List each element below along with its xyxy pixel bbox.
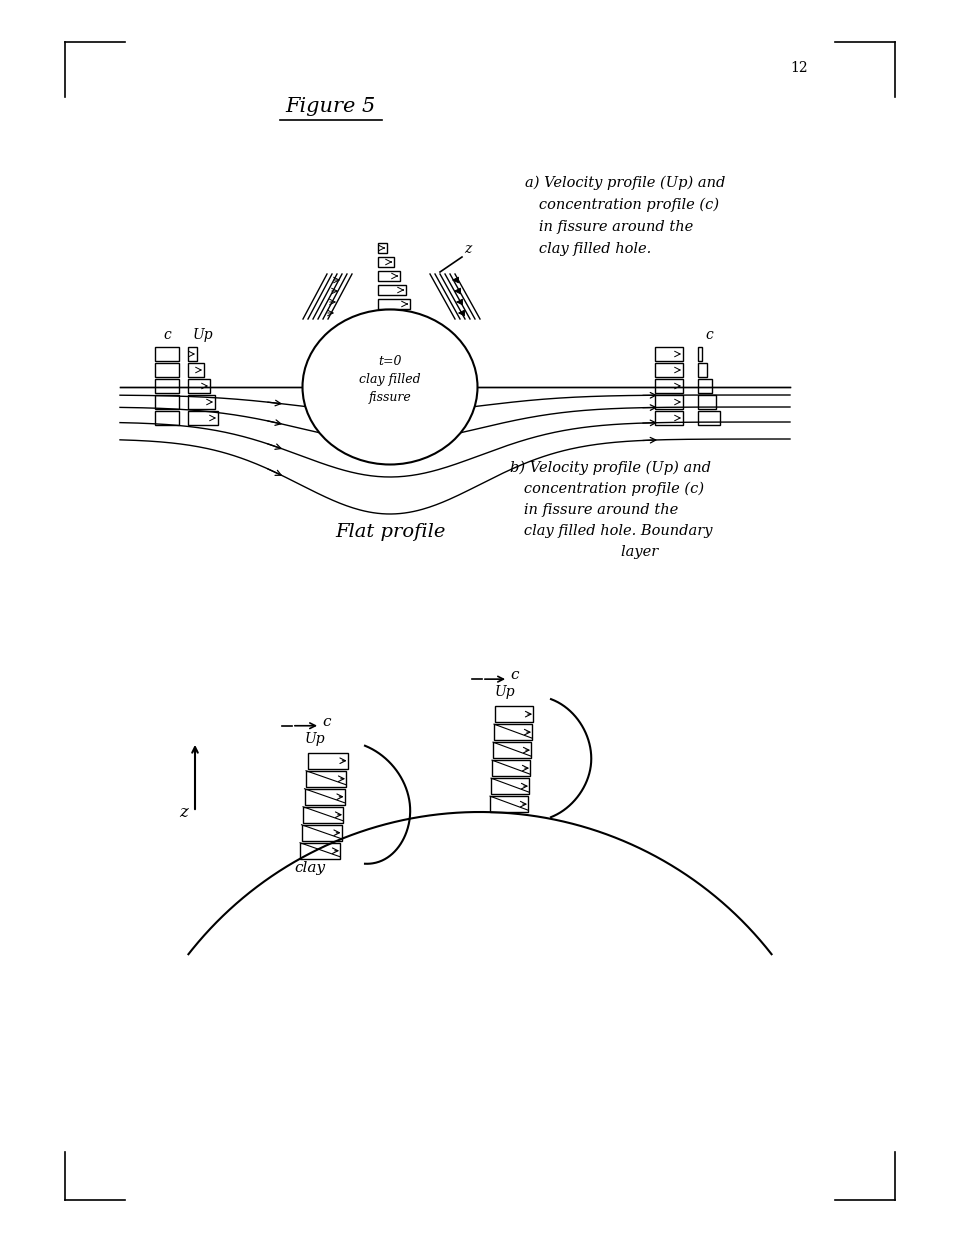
Bar [698, 411, 720, 425]
Bar [490, 796, 528, 812]
Bar [303, 807, 343, 822]
Bar [378, 284, 406, 296]
Text: c: c [510, 668, 518, 682]
Bar [494, 724, 532, 740]
Bar [304, 789, 345, 805]
Text: Flat profile: Flat profile [335, 523, 445, 542]
Bar [300, 843, 340, 858]
Bar [155, 363, 179, 378]
Bar [495, 707, 533, 722]
Text: c: c [706, 328, 713, 342]
Bar [306, 771, 346, 786]
Text: Up: Up [305, 732, 325, 745]
Bar [493, 743, 531, 758]
Text: 12: 12 [790, 61, 807, 75]
Bar [188, 379, 210, 392]
Bar [655, 379, 683, 392]
Bar [378, 257, 394, 267]
Bar [378, 271, 400, 281]
Text: Up: Up [495, 686, 516, 699]
Text: clay filled hole. Boundary: clay filled hole. Boundary [510, 524, 712, 538]
Bar [698, 363, 707, 378]
Text: z: z [180, 804, 188, 821]
Text: fissure: fissure [369, 391, 412, 404]
Bar [655, 347, 683, 361]
Bar [655, 395, 683, 409]
Bar [698, 347, 702, 361]
Bar [155, 411, 179, 425]
Bar [491, 779, 529, 794]
Bar [155, 347, 179, 361]
Bar [188, 411, 218, 425]
Text: clay filled hole.: clay filled hole. [525, 242, 651, 256]
Text: clay: clay [295, 861, 325, 876]
Bar [698, 379, 712, 392]
Text: concentration profile (c): concentration profile (c) [510, 482, 704, 496]
Bar [188, 347, 197, 361]
Bar [492, 760, 530, 776]
Bar [655, 363, 683, 378]
Text: in fissure around the: in fissure around the [525, 220, 693, 233]
Text: b) Velocity profile (Up) and: b) Velocity profile (Up) and [510, 461, 711, 474]
Bar [188, 395, 215, 409]
Bar [155, 395, 179, 409]
Text: Up: Up [193, 328, 213, 342]
Text: clay filled: clay filled [359, 373, 420, 386]
Text: in fissure around the: in fissure around the [510, 503, 679, 517]
Bar [378, 243, 387, 253]
Ellipse shape [302, 309, 477, 465]
Text: t=0: t=0 [378, 355, 401, 368]
Text: a) Velocity profile (Up) and: a) Velocity profile (Up) and [525, 175, 726, 190]
Bar [155, 379, 179, 392]
Text: layer: layer [510, 545, 659, 559]
Text: c: c [163, 328, 171, 342]
Bar [307, 753, 348, 769]
Text: c: c [322, 714, 330, 729]
Text: concentration profile (c): concentration profile (c) [525, 197, 719, 212]
Bar [655, 411, 683, 425]
Text: z: z [464, 242, 471, 256]
Bar [301, 825, 342, 841]
Bar [698, 395, 716, 409]
Bar [378, 299, 410, 309]
Bar [188, 363, 204, 378]
Text: Figure 5: Figure 5 [285, 97, 375, 116]
